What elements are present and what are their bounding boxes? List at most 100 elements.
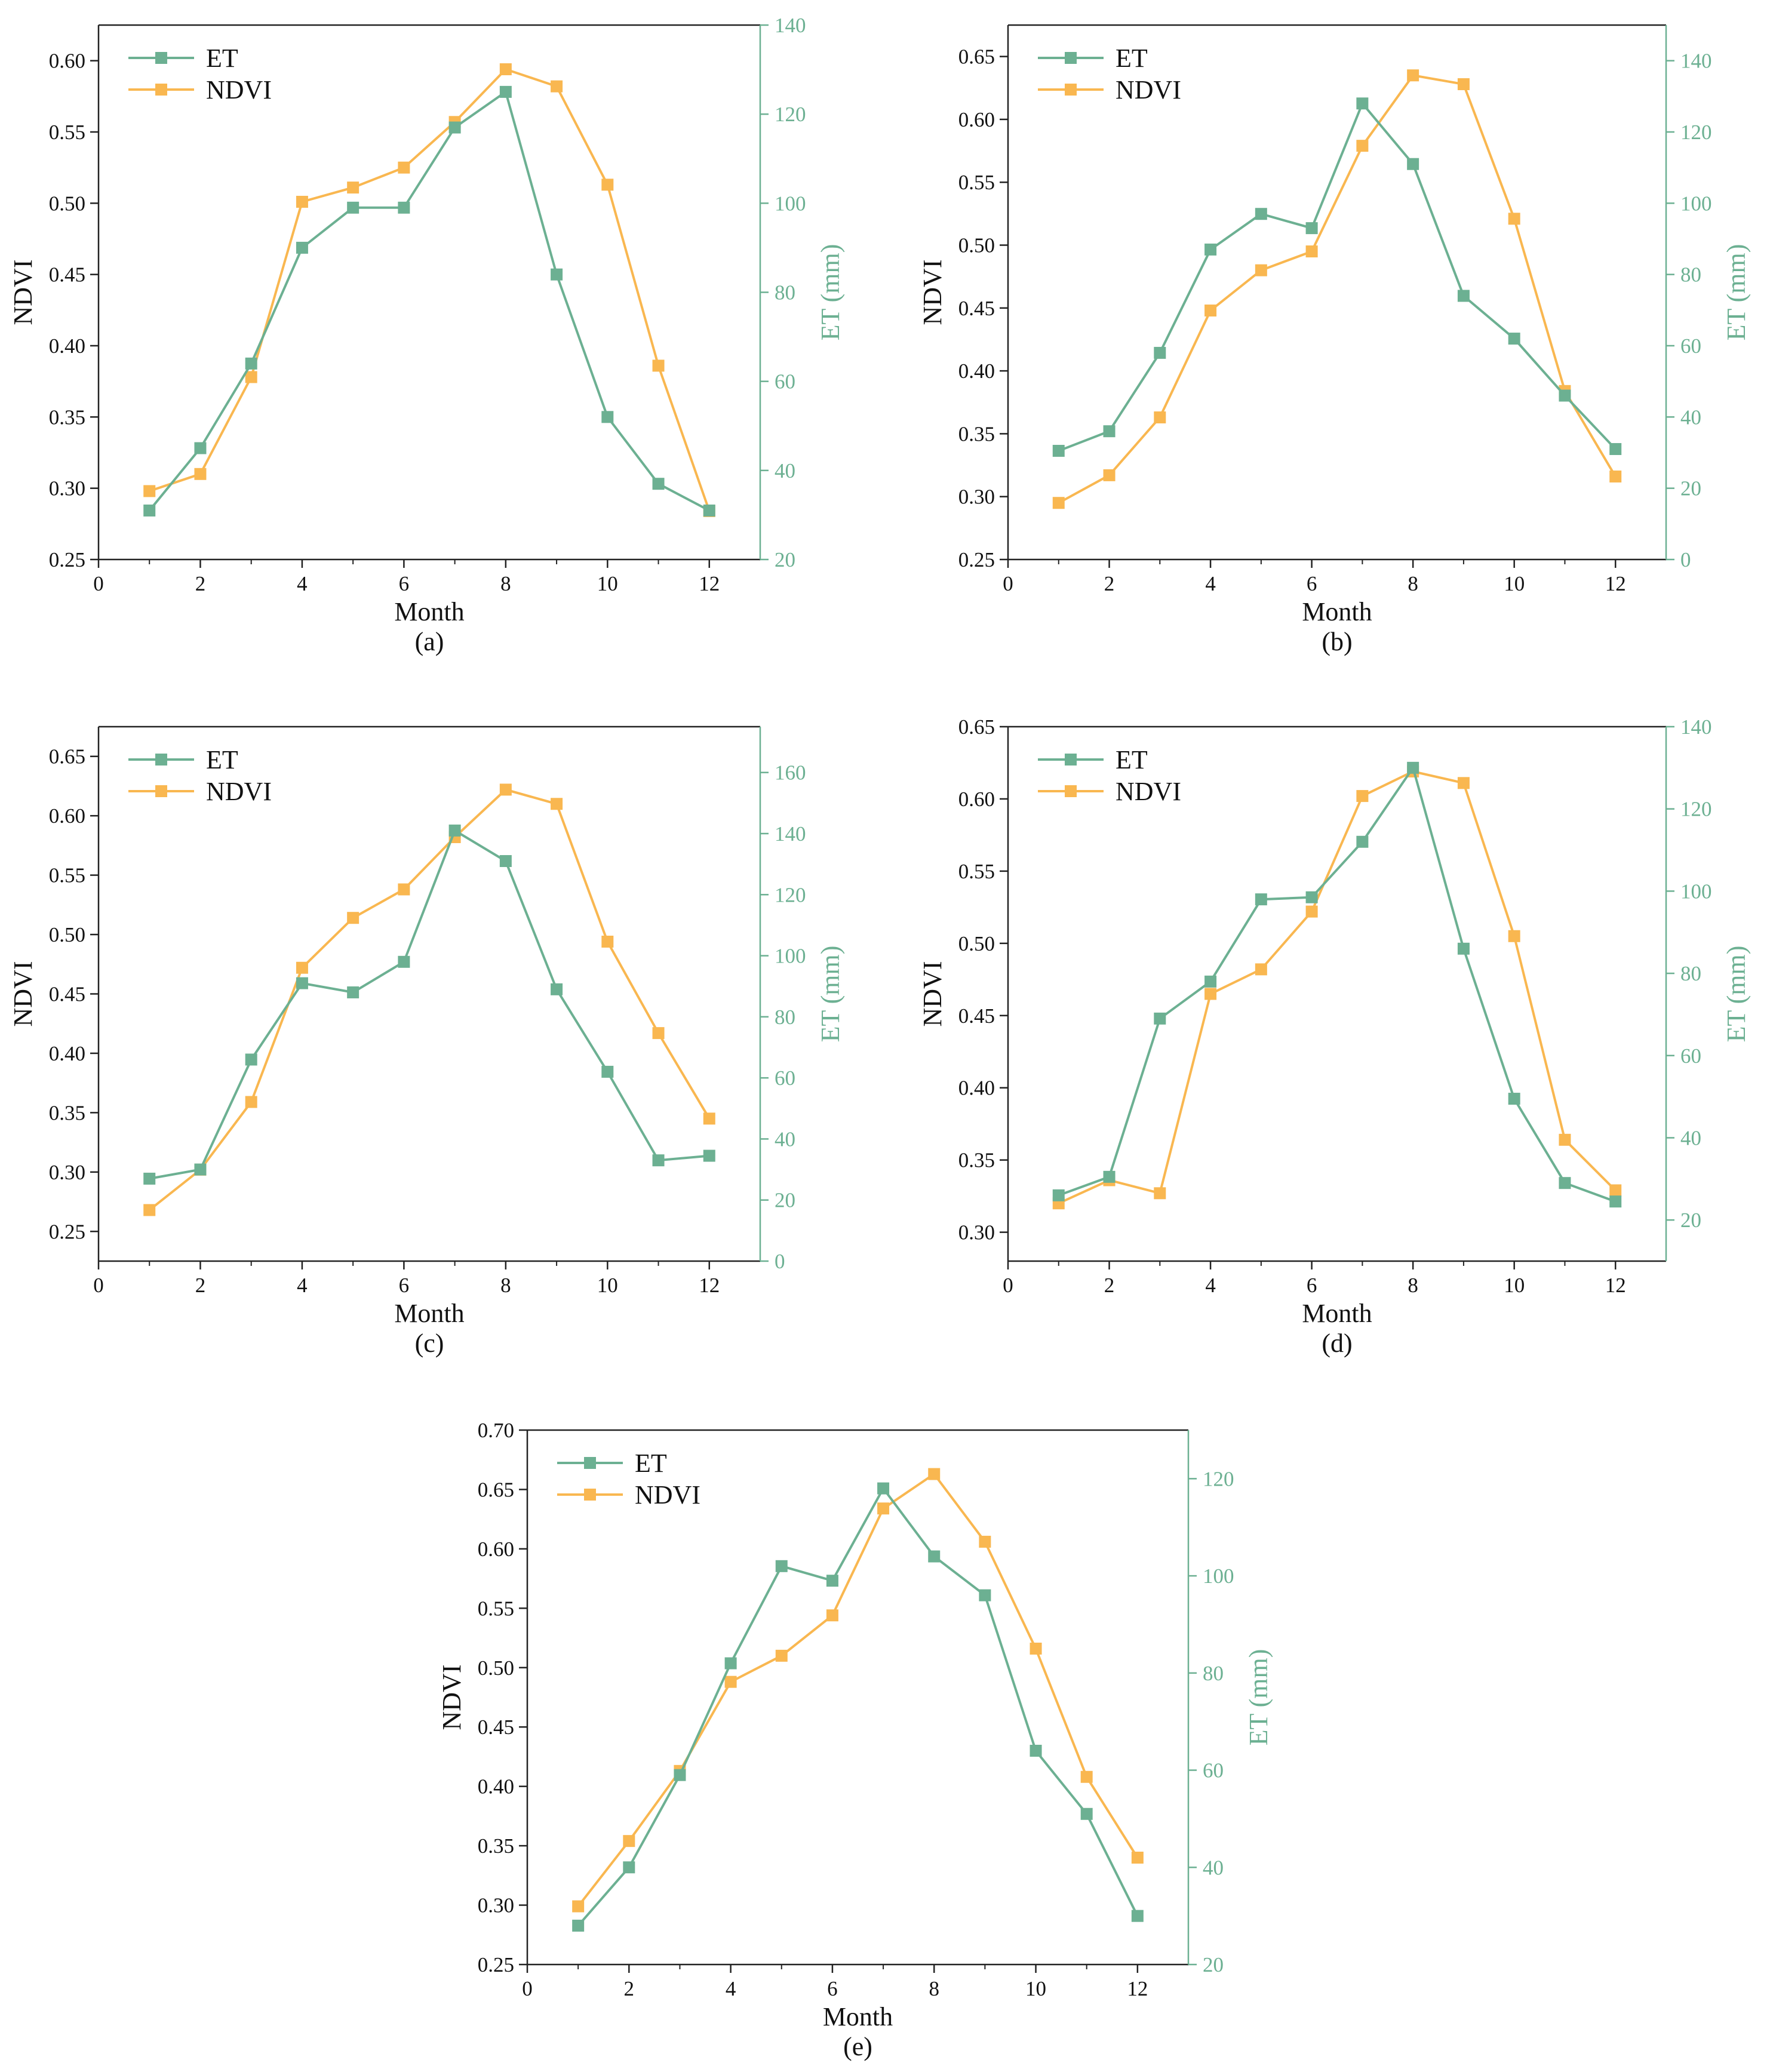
right-axis-title: ET (mm) — [1722, 244, 1751, 341]
et-point — [194, 1163, 207, 1176]
right-axis-title: ET (mm) — [1244, 1649, 1273, 1746]
ndvi-point — [296, 195, 308, 208]
x-tick-label: 2 — [1104, 1274, 1115, 1297]
x-tick-label: 4 — [1205, 1274, 1216, 1297]
et-point — [979, 1589, 991, 1601]
chart-panel-e: 0 2 4 6 8 10 12 0.25 0.30 0.35 0.40 0.45 0.50 0.55 0.6… — [437, 1419, 1273, 2061]
panel-caption: (a) — [415, 627, 444, 656]
et-point — [1052, 1189, 1065, 1201]
ndvi-point — [775, 1649, 788, 1662]
x-tick-label: 0 — [93, 1274, 104, 1297]
right-tick-label: 20 — [775, 1189, 795, 1212]
ndvi-point — [826, 1609, 838, 1622]
right-tick-label: 60 — [1680, 1044, 1701, 1068]
et-point — [1131, 1910, 1144, 1922]
right-tick-label: 120 — [775, 103, 806, 126]
ndvi-point — [623, 1835, 635, 1847]
left-axis-title: NDVI — [918, 260, 947, 325]
et-point — [1305, 222, 1318, 235]
x-tick-label: 0 — [1003, 1274, 1013, 1297]
right-tick-label: 60 — [1680, 334, 1701, 358]
right-tick-label: 80 — [775, 281, 795, 305]
legend-et-label: ET — [1116, 44, 1148, 73]
ndvi-point — [877, 1502, 890, 1515]
legend-et-marker — [155, 754, 167, 766]
et-point — [1255, 208, 1267, 220]
left-tick-label: 0.35 — [49, 1101, 85, 1124]
right-tick-label: 60 — [1203, 1759, 1224, 1782]
et-point — [1204, 975, 1217, 988]
right-tick-label: 20 — [1680, 1209, 1701, 1232]
left-tick-label: 0.35 — [958, 422, 995, 445]
et-point — [245, 1053, 257, 1066]
left-tick-label: 0.55 — [958, 171, 995, 194]
et-series-line — [577, 1486, 1139, 1927]
x-tick-label: 12 — [699, 572, 720, 595]
ndvi-series-line — [1058, 74, 1617, 504]
ndvi-point — [1356, 140, 1369, 152]
left-tick-label: 0.65 — [958, 45, 995, 69]
et-point — [1407, 761, 1419, 774]
right-tick-label: 100 — [1680, 880, 1712, 903]
legend-ndvi-marker — [1065, 785, 1077, 797]
et-point — [1508, 1093, 1520, 1105]
left-tick-label: 0.25 — [49, 548, 85, 571]
et-point — [448, 824, 461, 837]
ndvi-point — [1131, 1852, 1144, 1864]
x-tick-label: 8 — [500, 572, 511, 595]
et-point — [1559, 389, 1571, 402]
legend-et-marker — [155, 52, 167, 64]
panel-caption: (d) — [1322, 1329, 1352, 1358]
ndvi-point — [1030, 1642, 1042, 1655]
ndvi-point — [1457, 78, 1470, 90]
left-tick-label: 0.70 — [478, 1419, 514, 1442]
left-tick-label: 0.65 — [49, 745, 85, 768]
left-tick-label: 0.55 — [478, 1597, 514, 1620]
left-axis-title: NDVI — [8, 961, 38, 1027]
ndvi-point — [1305, 905, 1318, 918]
legend-et-marker — [584, 1457, 596, 1469]
left-tick-label: 0.65 — [478, 1478, 514, 1501]
et-point — [551, 983, 563, 995]
ndvi-point — [652, 359, 665, 372]
right-tick-label: 40 — [1680, 1126, 1701, 1149]
et-point — [775, 1560, 788, 1572]
ndvi-point — [1508, 213, 1520, 225]
et-point — [1052, 445, 1065, 457]
right-axis-title: ET (mm) — [816, 946, 845, 1043]
legend-et-label: ET — [635, 1449, 667, 1478]
legend-ndvi-marker — [155, 785, 167, 797]
right-tick-label: 140 — [775, 14, 806, 37]
ndvi-point — [572, 1900, 585, 1913]
left-tick-label: 0.60 — [49, 50, 85, 73]
right-tick-label: 80 — [1680, 962, 1701, 985]
et-point — [1457, 942, 1470, 955]
legend-ndvi-label: NDVI — [1116, 777, 1181, 806]
legend-ndvi-label: NDVI — [206, 75, 272, 104]
left-tick-label: 0.40 — [958, 1077, 995, 1100]
et-point — [1204, 243, 1217, 256]
left-tick-label: 0.30 — [958, 1221, 995, 1244]
x-tick-label: 4 — [297, 1274, 308, 1297]
ndvi-series-line — [577, 1472, 1139, 1907]
left-tick-label: 0.30 — [958, 485, 995, 509]
left-tick-label: 0.45 — [958, 297, 995, 320]
panel-caption: (c) — [415, 1329, 444, 1358]
x-tick-label: 12 — [1605, 572, 1626, 595]
x-tick-label: 2 — [195, 572, 206, 595]
ndvi-point — [499, 783, 512, 796]
x-tick-label: 8 — [1408, 572, 1418, 595]
ndvi-point — [245, 1096, 257, 1108]
et-point — [601, 411, 614, 423]
x-tick-label: 8 — [500, 1274, 511, 1297]
left-tick-label: 0.55 — [958, 860, 995, 883]
x-tick-label: 8 — [1408, 1274, 1418, 1297]
left-tick-label: 0.25 — [478, 1953, 514, 1976]
left-tick-label: 0.50 — [478, 1656, 514, 1680]
x-axis-title: Month — [394, 1299, 464, 1328]
ndvi-point — [143, 485, 156, 497]
ndvi-point — [1204, 988, 1217, 1000]
right-tick-label: 0 — [1680, 548, 1691, 571]
left-tick-label: 0.50 — [49, 192, 85, 215]
